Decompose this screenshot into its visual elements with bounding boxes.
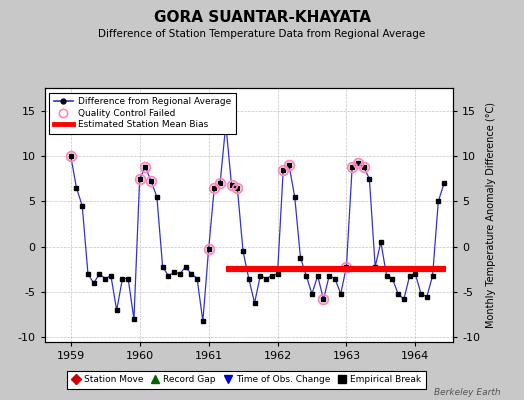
Legend: Difference from Regional Average, Quality Control Failed, Estimated Station Mean: Difference from Regional Average, Qualit… bbox=[49, 92, 236, 134]
Text: Difference of Station Temperature Data from Regional Average: Difference of Station Temperature Data f… bbox=[99, 29, 425, 39]
Text: Berkeley Earth: Berkeley Earth bbox=[434, 388, 500, 397]
Text: GORA SUANTAR-KHAYATA: GORA SUANTAR-KHAYATA bbox=[154, 10, 370, 25]
Y-axis label: Monthly Temperature Anomaly Difference (°C): Monthly Temperature Anomaly Difference (… bbox=[486, 102, 496, 328]
Legend: Station Move, Record Gap, Time of Obs. Change, Empirical Break: Station Move, Record Gap, Time of Obs. C… bbox=[67, 371, 425, 389]
